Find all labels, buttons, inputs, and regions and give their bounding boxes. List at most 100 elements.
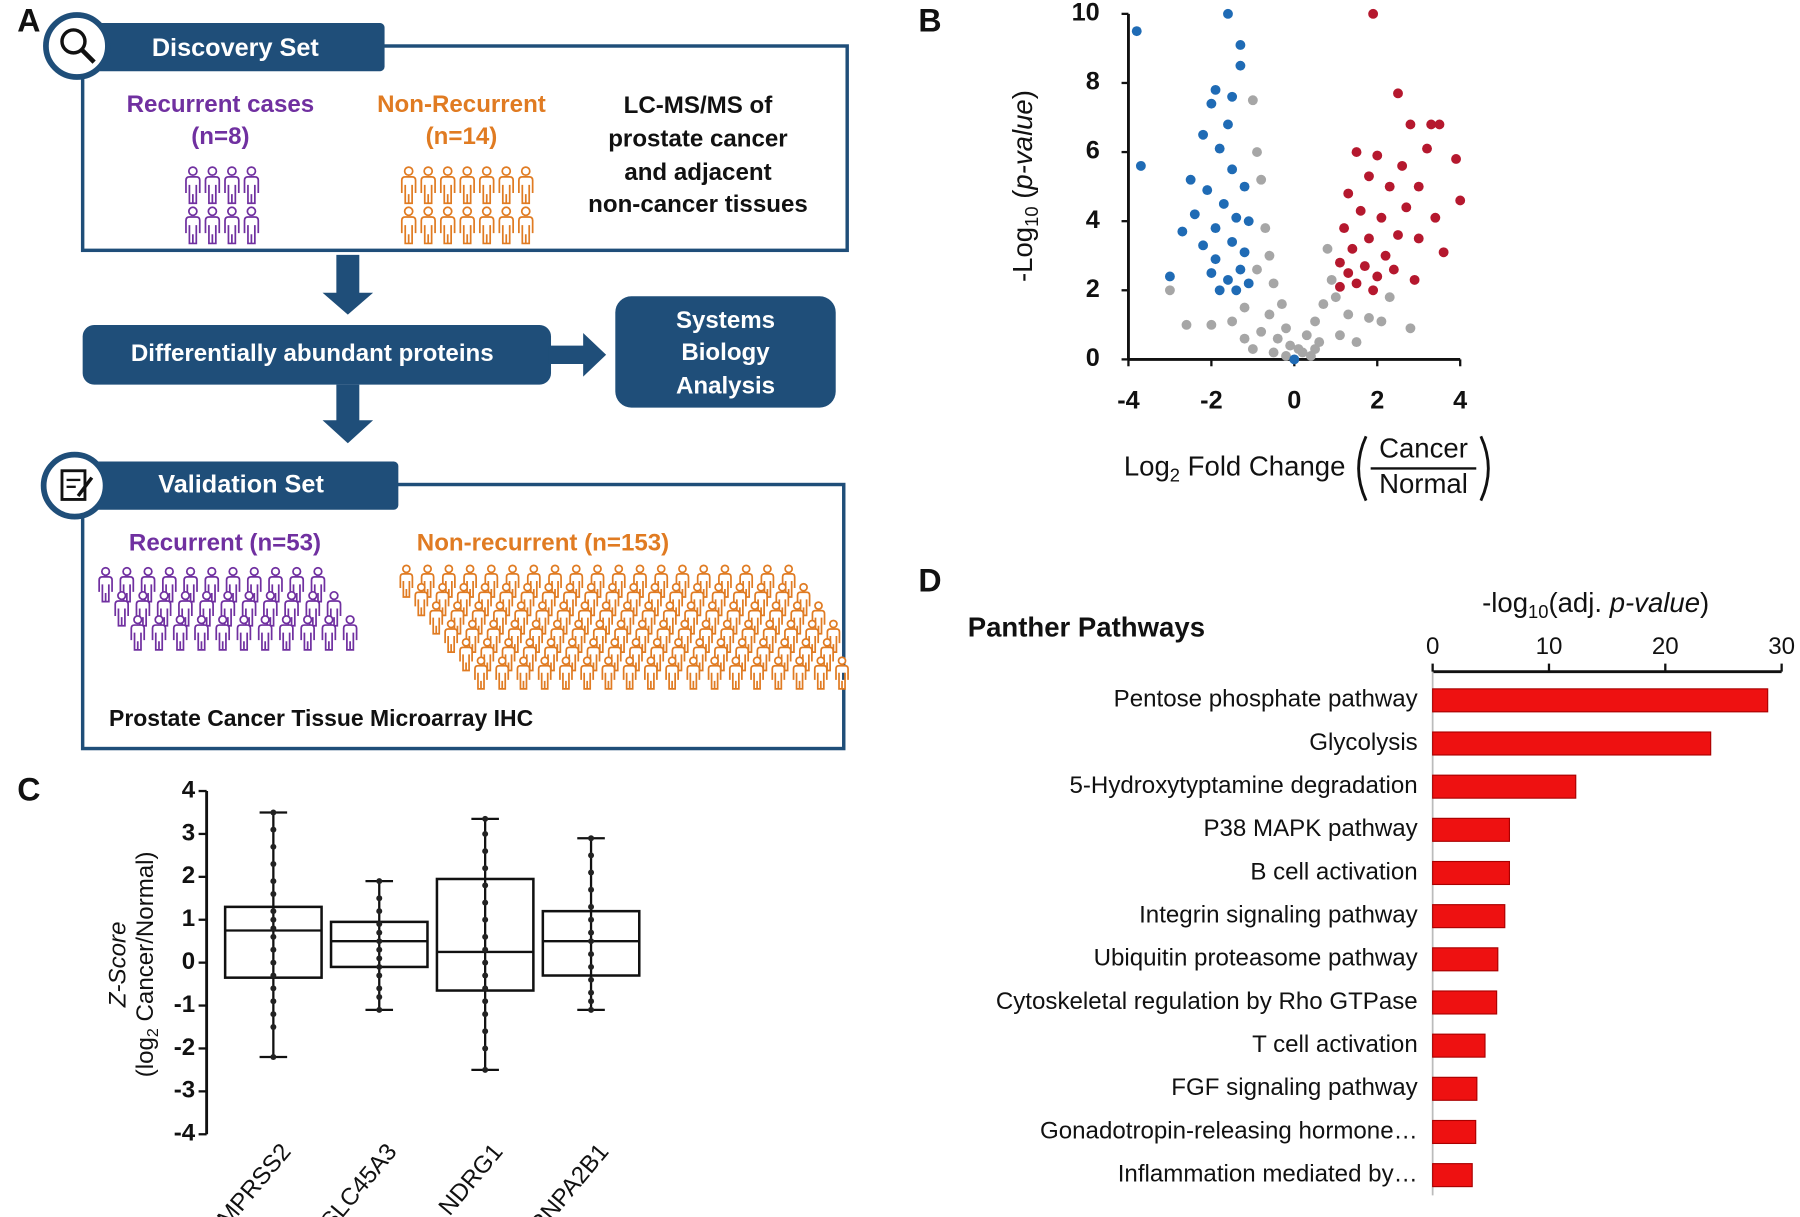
person-body — [537, 664, 552, 690]
point — [482, 946, 489, 953]
group-label: Non-Recurrent — [377, 91, 546, 118]
person-body — [665, 664, 680, 690]
point — [1413, 233, 1424, 244]
y-tick-label: 10 — [1072, 0, 1100, 27]
person-head — [780, 637, 790, 647]
person-head — [227, 206, 237, 217]
person-head — [244, 590, 254, 601]
person-head — [202, 590, 212, 601]
person-body — [439, 176, 456, 205]
person-head — [688, 656, 698, 666]
person-body — [172, 624, 188, 651]
person-head — [486, 564, 496, 574]
person-head — [582, 656, 592, 666]
person-head — [763, 564, 772, 574]
person-head — [589, 637, 598, 647]
point — [1297, 347, 1308, 358]
y-tick-label: -4 — [174, 1120, 196, 1147]
person-head — [510, 619, 520, 629]
point — [270, 998, 277, 1005]
point — [1388, 264, 1399, 275]
person-head — [175, 615, 185, 625]
person-head — [281, 615, 292, 625]
person-head — [710, 656, 719, 666]
person-body — [342, 624, 358, 651]
person-head — [744, 619, 753, 629]
person-body — [300, 624, 315, 651]
point — [376, 985, 383, 992]
method-text: LC-MS/MS of — [624, 92, 774, 119]
label-part: -log — [1482, 587, 1528, 618]
person-head — [423, 166, 434, 177]
x-tick-label: 4 — [1453, 387, 1467, 415]
person-head — [771, 601, 781, 611]
person-head — [529, 564, 539, 574]
point — [1310, 344, 1320, 354]
point — [1289, 354, 1300, 365]
label-part: -Log — [1007, 227, 1038, 282]
point — [270, 843, 277, 850]
y-tick-label: 3 — [182, 819, 195, 846]
method-text: and adjacent — [624, 159, 771, 186]
label-part: ( — [1007, 189, 1038, 207]
person-head — [735, 582, 745, 592]
person-head — [714, 582, 723, 592]
group-label: Recurrent (n=53) — [129, 530, 321, 557]
y-tick-label: 2 — [182, 862, 195, 889]
discovery-tab — [82, 23, 385, 72]
y-tick-label: 2 — [1086, 275, 1100, 303]
y-tick-label: T cell activation — [1252, 1031, 1418, 1058]
point — [1252, 147, 1262, 158]
point — [1235, 264, 1246, 275]
person-body — [444, 628, 459, 653]
person-head — [185, 566, 196, 577]
point — [1256, 326, 1267, 337]
person-head — [752, 656, 762, 666]
person-head — [801, 637, 811, 647]
person-head — [246, 206, 257, 217]
point — [270, 860, 277, 867]
point — [1318, 299, 1329, 310]
clipboard-icon-pen — [76, 476, 94, 498]
person-head — [329, 590, 339, 601]
person-head — [324, 615, 334, 625]
person-body — [518, 216, 534, 245]
person-head — [187, 206, 198, 217]
person-head — [565, 582, 575, 592]
point — [1135, 160, 1146, 171]
person-head — [154, 615, 164, 625]
person-head — [595, 619, 605, 629]
person-body — [686, 664, 701, 690]
point — [376, 895, 383, 902]
point — [1239, 247, 1250, 258]
x-tick-label: -4 — [1117, 387, 1139, 415]
person-head — [646, 656, 656, 666]
point — [376, 929, 383, 936]
person-head — [482, 637, 492, 647]
person-head — [765, 619, 775, 629]
person-body — [236, 624, 252, 651]
point — [1189, 209, 1200, 220]
person-head — [756, 582, 766, 592]
point — [1326, 274, 1337, 285]
person-head — [729, 601, 738, 611]
person-head — [656, 564, 666, 574]
person-body — [243, 176, 260, 205]
person-body — [130, 624, 146, 651]
person-body — [622, 664, 637, 690]
point — [482, 848, 489, 855]
point — [1218, 198, 1229, 209]
point — [376, 921, 383, 928]
person-body — [414, 591, 429, 617]
point — [588, 929, 595, 936]
person-head — [423, 564, 432, 574]
point — [1268, 278, 1279, 289]
person-head — [686, 601, 696, 611]
y-tick-label: -1 — [174, 991, 195, 1018]
box — [541, 909, 641, 977]
person-head — [480, 582, 490, 592]
point — [1256, 174, 1267, 185]
x-tick-label: 0 — [1287, 387, 1301, 415]
person-head — [531, 619, 541, 629]
